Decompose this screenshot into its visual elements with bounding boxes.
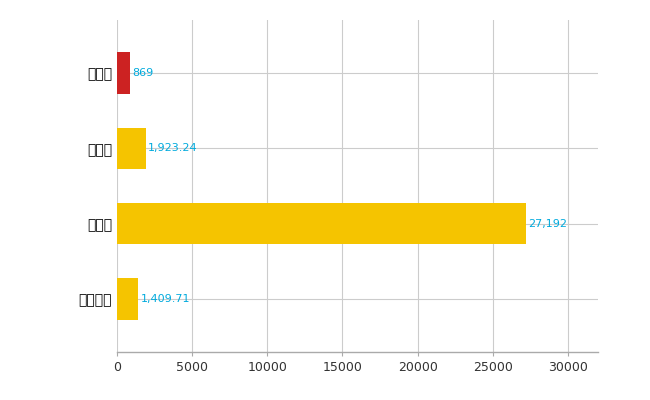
Text: 1,923.24: 1,923.24: [148, 143, 198, 153]
Text: 27,192: 27,192: [528, 219, 567, 229]
Bar: [117, 278, 138, 320]
Bar: [117, 128, 146, 169]
Text: 869: 869: [133, 68, 153, 78]
Bar: [117, 52, 130, 94]
Text: 1,409.71: 1,409.71: [140, 294, 190, 304]
Bar: [117, 203, 526, 244]
